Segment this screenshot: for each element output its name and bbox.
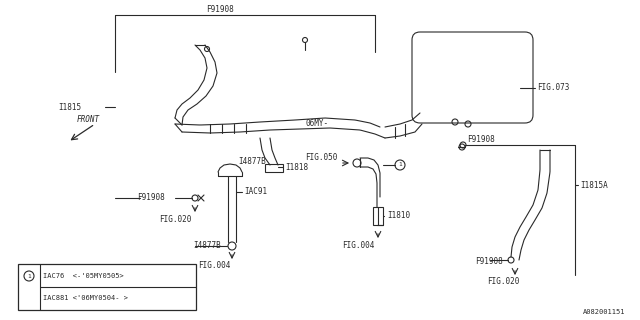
Text: I1815: I1815 (58, 102, 81, 111)
Text: FIG.050: FIG.050 (305, 153, 337, 162)
Text: F91908: F91908 (475, 258, 503, 267)
Text: 1: 1 (27, 274, 31, 278)
Text: IAC91: IAC91 (244, 188, 267, 196)
Text: I1810: I1810 (387, 212, 410, 220)
Text: FIG.020: FIG.020 (487, 277, 519, 286)
Text: F91908: F91908 (206, 5, 234, 14)
Text: IAC881 <'06MY0504- >: IAC881 <'06MY0504- > (43, 295, 128, 301)
Text: FIG.073: FIG.073 (537, 84, 570, 92)
Text: 06MY-: 06MY- (305, 118, 328, 127)
Text: FRONT: FRONT (76, 116, 100, 124)
Bar (373, 207, 383, 225)
Text: I4877B: I4877B (238, 157, 266, 166)
Circle shape (228, 242, 236, 250)
Bar (265, 164, 283, 172)
Text: A082001151: A082001151 (582, 309, 625, 315)
Text: F91908: F91908 (467, 135, 495, 145)
Circle shape (395, 160, 405, 170)
Text: IAC76  <-'05MY0505>: IAC76 <-'05MY0505> (43, 273, 124, 279)
Text: 1: 1 (398, 163, 402, 167)
Text: FIG.004: FIG.004 (198, 260, 230, 269)
Circle shape (24, 271, 34, 281)
Text: I1818: I1818 (285, 163, 308, 172)
Text: F91908: F91908 (137, 194, 164, 203)
Text: I4877B: I4877B (193, 242, 221, 251)
Text: FIG.004: FIG.004 (342, 241, 374, 250)
Text: I1815A: I1815A (580, 180, 608, 189)
Text: FIG.020: FIG.020 (159, 214, 191, 223)
Bar (18, 264, 196, 310)
